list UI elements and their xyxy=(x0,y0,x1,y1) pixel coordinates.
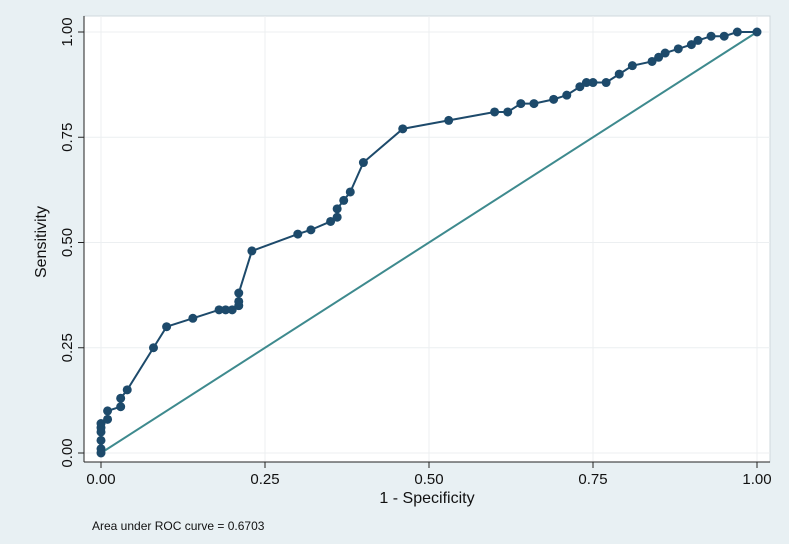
roc-point xyxy=(221,305,231,315)
roc-point xyxy=(96,419,106,429)
roc-point xyxy=(732,27,742,37)
roc-point xyxy=(148,343,158,353)
roc-point xyxy=(529,99,539,109)
y-tick-label: 0.50 xyxy=(59,228,76,257)
roc-point xyxy=(588,78,598,88)
roc-point xyxy=(654,52,664,62)
x-tick-label: 0.00 xyxy=(86,471,115,488)
roc-point xyxy=(96,444,106,454)
roc-point xyxy=(116,402,126,412)
roc-point xyxy=(96,435,106,445)
roc-point xyxy=(345,187,355,197)
roc-point xyxy=(693,35,703,45)
reference-line xyxy=(100,31,758,454)
roc-point xyxy=(647,56,657,66)
roc-point xyxy=(358,158,368,168)
y-tick-label: 0.00 xyxy=(59,438,76,467)
roc-point xyxy=(332,204,342,214)
roc-point xyxy=(293,229,303,239)
roc-point xyxy=(234,288,244,298)
y-axis-label: Sensitivity xyxy=(33,206,50,278)
roc-point xyxy=(227,305,237,315)
roc-point xyxy=(549,94,559,104)
roc-point xyxy=(103,406,113,416)
roc-point xyxy=(103,414,113,424)
roc-point xyxy=(686,40,696,50)
roc-point xyxy=(162,322,172,332)
x-tick-label: 1.00 xyxy=(742,471,771,488)
auc-note: Area under ROC curve = 0.6703 xyxy=(92,519,265,533)
roc-point xyxy=(660,48,670,58)
roc-point xyxy=(581,78,591,88)
plot-area xyxy=(83,15,771,463)
roc-point xyxy=(188,313,198,323)
roc-point xyxy=(706,31,716,41)
roc-point xyxy=(503,107,513,117)
roc-point xyxy=(116,393,126,403)
roc-point xyxy=(398,124,408,134)
roc-point xyxy=(601,78,611,88)
roc-point xyxy=(490,107,500,117)
roc-point xyxy=(673,44,683,54)
y-tick-label: 0.75 xyxy=(59,123,76,152)
roc-point xyxy=(122,385,132,395)
roc-point xyxy=(752,27,762,37)
y-tick-label: 0.25 xyxy=(59,333,76,362)
roc-point xyxy=(214,305,224,315)
y-tick-label: 1.00 xyxy=(59,17,76,46)
roc-point xyxy=(306,225,316,235)
roc-point xyxy=(444,115,454,125)
roc-point xyxy=(516,99,526,109)
roc-point xyxy=(575,82,585,92)
roc-point xyxy=(627,61,637,71)
roc-point xyxy=(614,69,624,79)
roc-point xyxy=(562,90,572,100)
roc-point xyxy=(719,31,729,41)
roc-point xyxy=(247,246,257,256)
x-axis-label: 1 - Specificity xyxy=(379,490,474,507)
roc-point xyxy=(326,216,336,226)
roc-point xyxy=(339,195,349,205)
x-tick-label: 0.25 xyxy=(250,471,279,488)
x-tick-label: 0.50 xyxy=(414,471,443,488)
x-tick-label: 0.75 xyxy=(578,471,607,488)
roc-point xyxy=(332,212,342,222)
roc-point xyxy=(234,296,244,306)
